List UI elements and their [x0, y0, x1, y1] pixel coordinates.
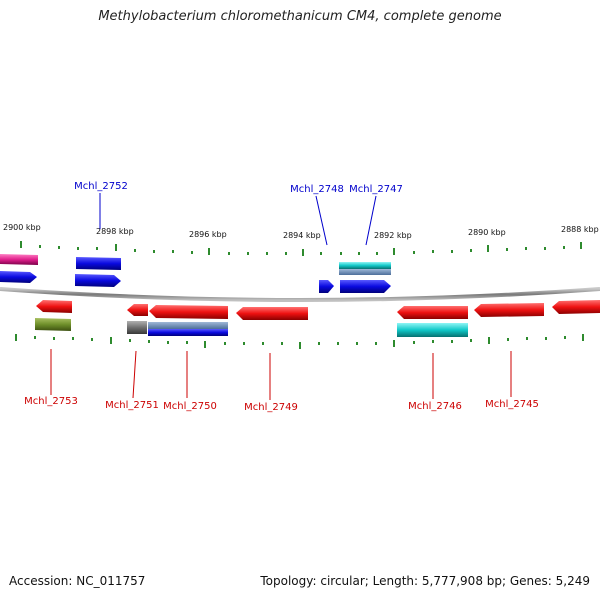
- gene-mchl-2753-red[interactable]: [36, 300, 72, 313]
- gene-mchl-2745[interactable]: [474, 303, 544, 317]
- gene-blue-forward[interactable]: [0, 271, 37, 283]
- scale-label: 2900 kbp: [3, 223, 41, 232]
- gene-mchl-2752-a[interactable]: [76, 257, 121, 270]
- gene-label-mchl-2749[interactable]: Mchl_2749: [244, 402, 298, 413]
- gene-mchl-2752-b[interactable]: [75, 274, 121, 287]
- gene-mchl-2746-red[interactable]: [397, 306, 468, 319]
- gene-label-mchl-2745[interactable]: Mchl_2745: [485, 399, 539, 410]
- genome-summary-text: Topology: circular; Length: 5,777,908 bp…: [260, 574, 590, 588]
- scale-ticks-lower: [15, 334, 584, 349]
- gene-magenta-forward[interactable]: [0, 254, 38, 265]
- gene-mchl-2748[interactable]: [319, 280, 334, 293]
- gene-mchl-2747-steel[interactable]: [339, 269, 391, 275]
- scale-ticks-upper: [20, 241, 582, 256]
- gene-mchl-2750-blue[interactable]: [148, 329, 228, 336]
- label-leaders-top: [99, 193, 377, 246]
- gene-mchl-2753-olive[interactable]: [35, 318, 71, 331]
- gene-label-mchl-2753[interactable]: Mchl_2753: [24, 396, 78, 407]
- gene-mchl-2750-red[interactable]: [149, 305, 228, 319]
- scale-label: 2890 kbp: [468, 228, 506, 237]
- gene-mchl-2749[interactable]: [236, 307, 308, 320]
- gene-label-mchl-2746[interactable]: Mchl_2746: [408, 401, 462, 412]
- scale-label: 2888 kbp: [561, 225, 599, 234]
- gene-label-mchl-2752[interactable]: Mchl_2752: [74, 181, 128, 192]
- gene-label-mchl-2747[interactable]: Mchl_2747: [349, 184, 403, 195]
- genome-backbone: [0, 287, 600, 302]
- gene-label-mchl-2751[interactable]: Mchl_2751: [105, 400, 159, 411]
- label-leaders-bottom: [50, 349, 512, 400]
- gene-mchl-2747-blue[interactable]: [340, 280, 391, 293]
- gene-red-reverse-edge[interactable]: [552, 300, 600, 314]
- scale-label: 2898 kbp: [96, 227, 134, 236]
- scale-label: 2892 kbp: [374, 231, 412, 240]
- gene-label-mchl-2750[interactable]: Mchl_2750: [163, 401, 217, 412]
- gene-mchl-2751-red[interactable]: [127, 304, 148, 316]
- gene-mchl-2751-gray[interactable]: [127, 321, 147, 334]
- scale-label: 2896 kbp: [189, 230, 227, 239]
- gene-mchl-2750-steel[interactable]: [148, 322, 228, 329]
- scale-label: 2894 kbp: [283, 231, 321, 240]
- gene-mchl-2747-cyan[interactable]: [339, 262, 391, 269]
- genome-title: Methylobacterium chloromethanicum CM4, c…: [98, 9, 502, 24]
- gene-label-mchl-2748[interactable]: Mchl_2748: [290, 184, 344, 195]
- accession-text: Accession: NC_011757: [9, 574, 146, 588]
- gene-mchl-2746-cyan[interactable]: [397, 323, 468, 337]
